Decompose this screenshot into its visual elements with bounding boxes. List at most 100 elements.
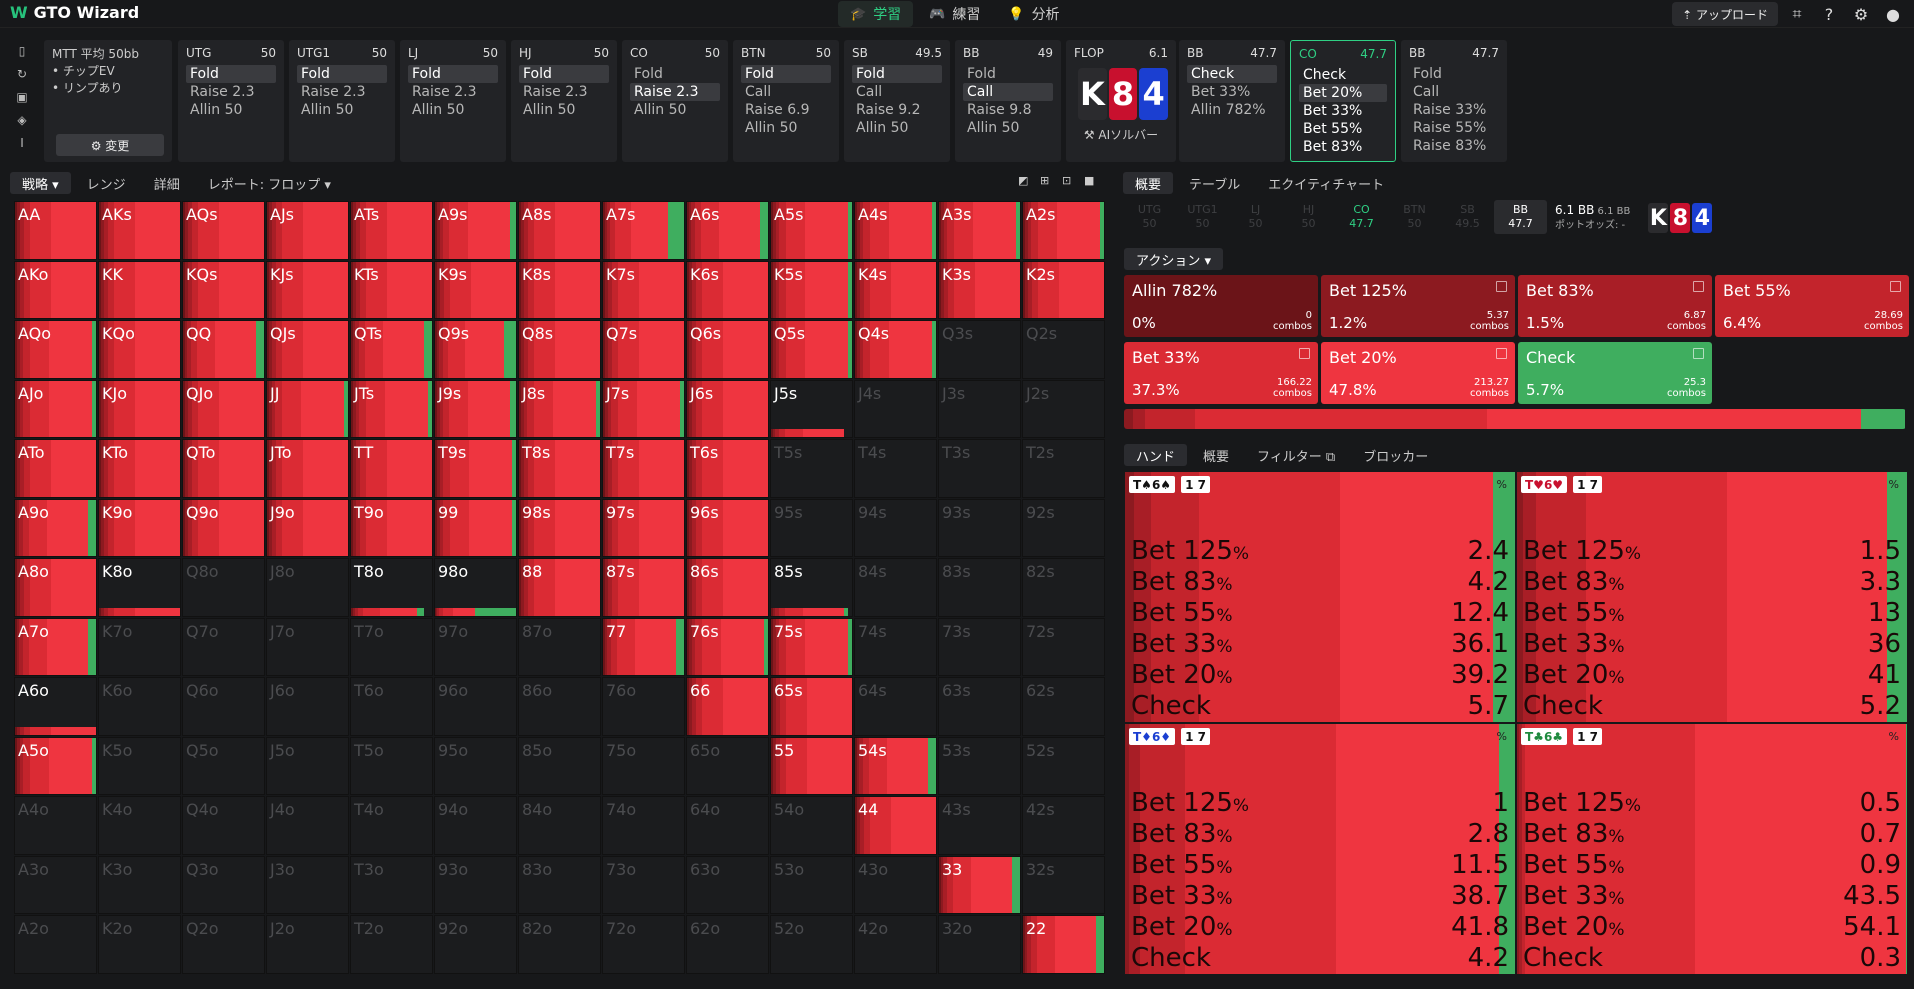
range-cell[interactable]: T9s bbox=[434, 439, 517, 498]
action-option[interactable]: Raise 55% bbox=[1413, 120, 1487, 136]
range-cell[interactable]: QJs bbox=[266, 320, 349, 379]
range-cell[interactable]: 93o bbox=[434, 855, 517, 914]
range-cell[interactable]: 53s bbox=[938, 736, 1021, 795]
range-cell[interactable]: A3s bbox=[938, 201, 1021, 260]
reset-icon[interactable]: ↻ bbox=[16, 67, 28, 81]
range-cell[interactable]: J2o bbox=[266, 915, 349, 974]
range-cell[interactable]: 53o bbox=[770, 855, 853, 914]
action-option[interactable]: Call bbox=[856, 84, 883, 100]
range-cell[interactable]: K4s bbox=[854, 260, 937, 319]
range-cell[interactable]: Q5s bbox=[770, 320, 853, 379]
range-cell[interactable]: K8o bbox=[98, 558, 181, 617]
range-cell[interactable]: A8o bbox=[14, 558, 97, 617]
range-cell[interactable]: JJ bbox=[266, 379, 349, 438]
position-card-hj[interactable]: HJ 50 Fold Raise 2.3 Allin 50 bbox=[511, 40, 617, 162]
details-icon[interactable] bbox=[1693, 348, 1704, 359]
postflop-card-1[interactable]: CO 47.7 Check Bet 20% Bet 33% Bet 55% Bet 83% bbox=[1290, 40, 1396, 162]
position-card-sb[interactable]: SB 49.5 Fold Call Raise 9.2 Allin 50 bbox=[844, 40, 950, 162]
action-option[interactable]: Raise 2.3 bbox=[412, 84, 477, 100]
action-option[interactable]: Raise 2.3 bbox=[190, 84, 255, 100]
range-cell[interactable]: AJs bbox=[266, 201, 349, 260]
range-cell[interactable]: AKo bbox=[14, 260, 97, 319]
range-cell[interactable]: ATo bbox=[14, 439, 97, 498]
range-cell[interactable]: KJo bbox=[98, 379, 181, 438]
range-cell[interactable]: KTo bbox=[98, 439, 181, 498]
range-cell[interactable]: K9s bbox=[434, 260, 517, 319]
position-card-lj[interactable]: LJ 50 Fold Raise 2.3 Allin 50 bbox=[400, 40, 506, 162]
range-cell[interactable]: T8o bbox=[350, 558, 433, 617]
left-tab-1[interactable]: レンジ bbox=[86, 177, 126, 193]
action-card-5[interactable]: Bet 20% 47.8% 213.27 combos bbox=[1321, 342, 1515, 404]
position-card-utg[interactable]: UTG 50 Fold Raise 2.3 Allin 50 bbox=[178, 40, 284, 162]
view-grid-icon[interactable]: ⊡ bbox=[1062, 174, 1072, 187]
position-chip-bb[interactable]: BB 47.7 bbox=[1494, 200, 1547, 234]
range-cell[interactable]: QTs bbox=[350, 320, 433, 379]
range-cell[interactable]: Q4o bbox=[182, 796, 265, 855]
range-cell[interactable]: 97s bbox=[602, 498, 685, 557]
hand-tab-2[interactable]: フィルター ⧉ bbox=[1257, 449, 1336, 465]
range-cell[interactable]: 55 bbox=[770, 736, 853, 795]
range-cell[interactable]: 43s bbox=[938, 796, 1021, 855]
action-option[interactable]: Fold bbox=[1413, 66, 1442, 82]
range-cell[interactable]: 92o bbox=[434, 915, 517, 974]
range-cell[interactable]: 66 bbox=[686, 677, 769, 736]
range-cell[interactable]: J2s bbox=[1022, 379, 1105, 438]
action-option[interactable]: Call bbox=[745, 84, 772, 100]
range-cell[interactable]: A9o bbox=[14, 498, 97, 557]
range-cell[interactable]: Q8s bbox=[518, 320, 601, 379]
range-cell[interactable]: J6o bbox=[266, 677, 349, 736]
range-cell[interactable]: 63s bbox=[938, 677, 1021, 736]
hand-tab-3[interactable]: ブロッカー bbox=[1363, 449, 1429, 465]
action-option[interactable]: Allin 782% bbox=[1191, 102, 1266, 118]
range-cell[interactable]: 32s bbox=[1022, 855, 1105, 914]
range-cell[interactable]: J5o bbox=[266, 736, 349, 795]
range-cell[interactable]: JTo bbox=[266, 439, 349, 498]
range-cell[interactable]: 65s bbox=[770, 677, 853, 736]
range-cell[interactable]: 84o bbox=[518, 796, 601, 855]
text-cursor-icon[interactable]: Ⅰ bbox=[20, 136, 24, 150]
range-cell[interactable]: Q9s bbox=[434, 320, 517, 379]
range-cell[interactable]: A3o bbox=[14, 855, 97, 914]
range-cell[interactable]: 98s bbox=[518, 498, 601, 557]
app-logo[interactable]: W GTO Wizard bbox=[10, 3, 139, 22]
range-cell[interactable]: 95o bbox=[434, 736, 517, 795]
range-cell[interactable]: 52s bbox=[1022, 736, 1105, 795]
range-cell[interactable]: 32o bbox=[938, 915, 1021, 974]
action-card-4[interactable]: Bet 33% 37.3% 166.22 combos bbox=[1124, 342, 1318, 404]
position-chip-utg[interactable]: UTG 50 bbox=[1123, 200, 1176, 234]
range-cell[interactable]: 65o bbox=[686, 736, 769, 795]
range-cell[interactable]: AJo bbox=[14, 379, 97, 438]
range-cell[interactable]: 73s bbox=[938, 617, 1021, 676]
range-cell[interactable]: Q2o bbox=[182, 915, 265, 974]
action-card-1[interactable]: Bet 125% 1.2% 5.37 combos bbox=[1321, 275, 1515, 337]
range-cell[interactable]: J7s bbox=[602, 379, 685, 438]
range-cell[interactable]: A6o bbox=[14, 677, 97, 736]
range-cell[interactable]: 83s bbox=[938, 558, 1021, 617]
range-cell[interactable]: A5s bbox=[770, 201, 853, 260]
range-cell[interactable]: 87s bbox=[602, 558, 685, 617]
position-card-co[interactable]: CO 50 Fold Raise 2.3 Allin 50 bbox=[622, 40, 728, 162]
range-cell[interactable]: T7s bbox=[602, 439, 685, 498]
range-cell[interactable]: K7o bbox=[98, 617, 181, 676]
range-cell[interactable]: K4o bbox=[98, 796, 181, 855]
range-cell[interactable]: K3o bbox=[98, 855, 181, 914]
change-button[interactable]: ⚙ 変更 bbox=[56, 134, 164, 156]
range-cell[interactable]: K5s bbox=[770, 260, 853, 319]
range-cell[interactable]: K6s bbox=[686, 260, 769, 319]
range-cell[interactable]: 74s bbox=[854, 617, 937, 676]
range-cell[interactable]: T4s bbox=[854, 439, 937, 498]
range-cell[interactable]: T5o bbox=[350, 736, 433, 795]
action-option[interactable]: Raise 2.3 bbox=[630, 83, 720, 101]
range-cell[interactable]: 44 bbox=[854, 796, 937, 855]
range-cell[interactable]: 85s bbox=[770, 558, 853, 617]
action-option[interactable]: Raise 9.2 bbox=[856, 102, 921, 118]
range-cell[interactable]: A6s bbox=[686, 201, 769, 260]
range-cell[interactable]: 62s bbox=[1022, 677, 1105, 736]
range-cell[interactable]: 82o bbox=[518, 915, 601, 974]
range-cell[interactable]: AA bbox=[14, 201, 97, 260]
range-cell[interactable]: T3o bbox=[350, 855, 433, 914]
range-cell[interactable]: 86o bbox=[518, 677, 601, 736]
range-cell[interactable]: J3o bbox=[266, 855, 349, 914]
action-option[interactable]: Bet 33% bbox=[1191, 84, 1251, 100]
range-cell[interactable]: K5o bbox=[98, 736, 181, 795]
